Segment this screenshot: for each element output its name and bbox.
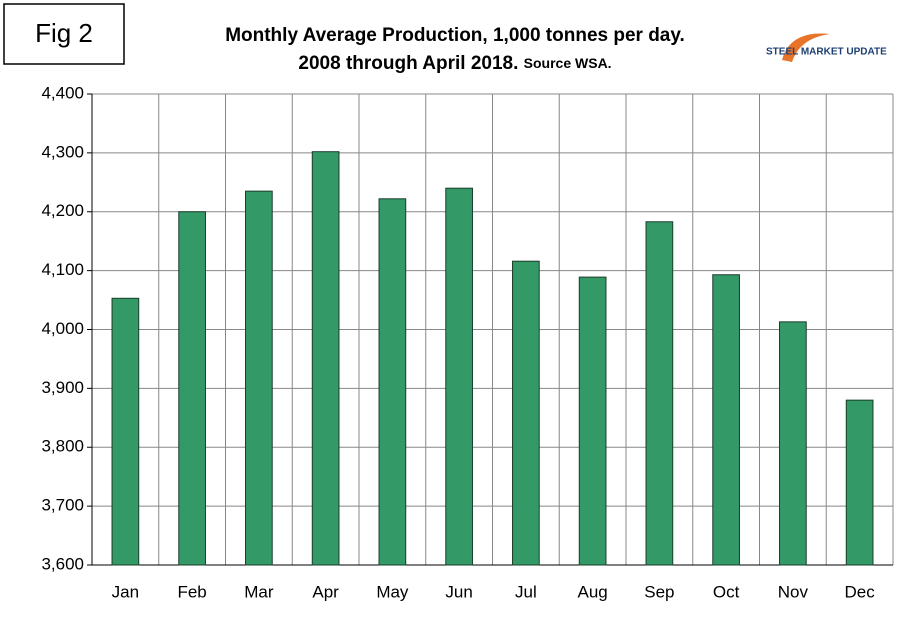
chart-source: Source WSA. [524, 55, 612, 71]
x-tick-label: Nov [778, 582, 809, 601]
chart-subtitle-line: 2008 through April 2018. Source WSA. [298, 53, 611, 74]
y-tick-label: 4,400 [41, 83, 84, 102]
fig-box [3, 3, 125, 65]
bar [245, 190, 273, 566]
bar [645, 221, 674, 566]
y-tick-label: 4,000 [41, 319, 84, 338]
y-tick-label: 4,200 [41, 201, 84, 220]
x-tick-label: Aug [578, 582, 608, 601]
x-tick-label: Sep [644, 582, 674, 601]
chart-subtitle: 2008 through April 2018. [298, 53, 518, 74]
y-tick-label: 3,600 [41, 554, 84, 573]
bar [378, 198, 407, 566]
fig-label: Fig 2 [35, 18, 93, 48]
bar [712, 274, 740, 566]
y-tick-label: 3,900 [41, 378, 84, 397]
x-tick-label: Jan [112, 582, 139, 601]
x-tick-label: Jul [515, 582, 537, 601]
bar [512, 260, 540, 566]
x-tick-label: Oct [713, 582, 740, 601]
y-tick-label: 4,100 [41, 260, 84, 279]
logo-swoosh [782, 33, 830, 62]
bar [845, 399, 874, 566]
y-tick-label: 3,800 [41, 437, 84, 456]
bar [311, 151, 340, 566]
bar [111, 297, 140, 566]
x-tick-label: Mar [244, 582, 274, 601]
y-tick-label: 3,700 [41, 496, 84, 515]
x-tick-label: Jun [445, 582, 472, 601]
chart-title: Monthly Average Production, 1,000 tonnes… [225, 25, 685, 46]
bar [178, 211, 206, 566]
x-tick-label: Apr [312, 582, 339, 601]
bar [779, 321, 807, 566]
x-tick-label: Dec [845, 582, 876, 601]
x-tick-label: Feb [177, 582, 206, 601]
bar [578, 276, 607, 566]
x-tick-label: May [376, 582, 409, 601]
logo: STEEL MARKET UPDATE [766, 47, 887, 58]
bar [445, 187, 473, 566]
y-tick-label: 4,300 [41, 142, 84, 161]
